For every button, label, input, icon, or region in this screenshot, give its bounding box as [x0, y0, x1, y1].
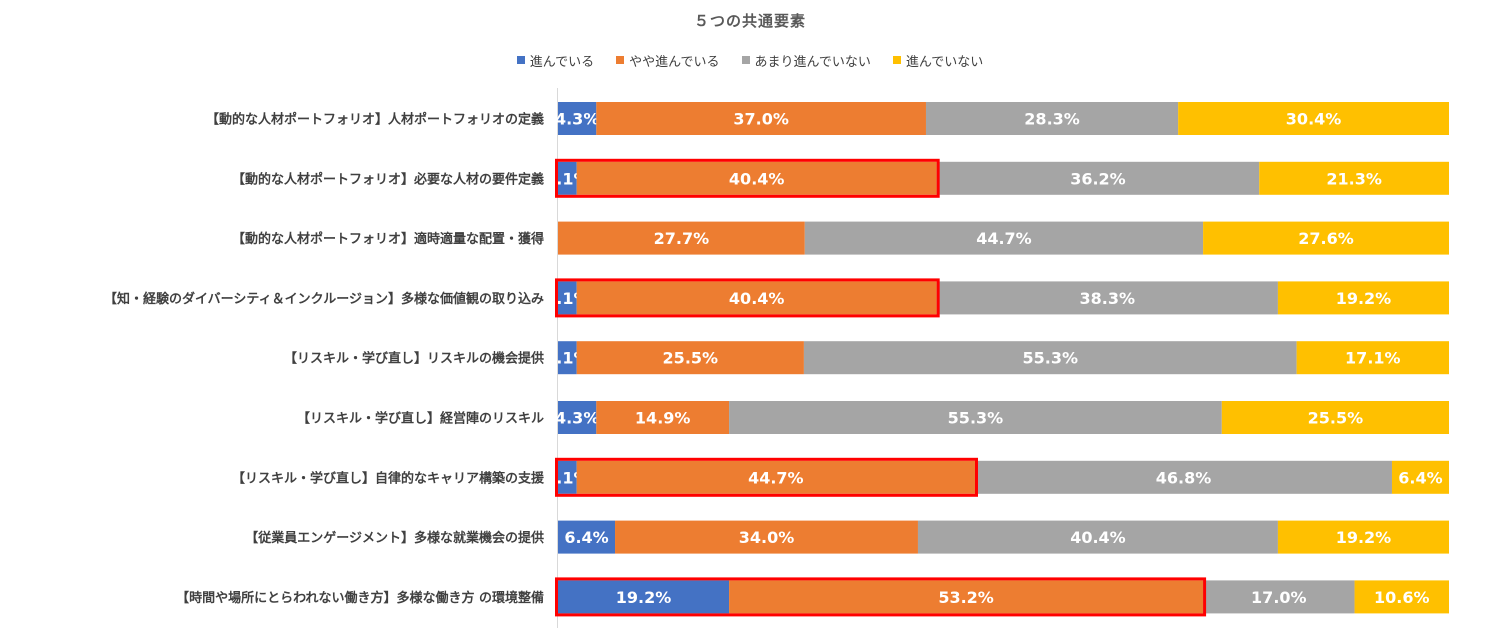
data-label: 37.0% — [733, 110, 789, 129]
bar-segment — [729, 401, 1222, 434]
data-label: 28.3% — [1024, 110, 1080, 129]
data-label: 46.8% — [1156, 468, 1212, 487]
data-label: 55.3% — [1023, 349, 1079, 368]
data-label: 19.2% — [1336, 289, 1392, 308]
bar-segment — [729, 580, 1204, 614]
legend-swatch — [516, 56, 525, 64]
bar-segment — [1391, 460, 1449, 494]
data-label: 55.3% — [948, 409, 1004, 428]
bar-segment — [558, 102, 597, 135]
data-label: 30.4% — [1286, 110, 1342, 129]
bar-segment — [1277, 520, 1449, 554]
bar-segment — [576, 161, 937, 195]
bar-segment — [576, 341, 804, 375]
bar-segment — [925, 102, 1179, 135]
category-label: 【動的な人材ポートフォリオ】適時適量な配置・獲得 — [232, 231, 544, 247]
legend-label: 進んでいない — [905, 54, 984, 70]
legend-label: やや進んでいる — [629, 54, 720, 70]
legend-swatch — [741, 56, 750, 64]
legend-swatch — [892, 56, 901, 64]
legend-item: あまり進んでいない — [741, 50, 871, 70]
data-label: 19.2% — [616, 588, 672, 607]
data-label: 17.1% — [1345, 349, 1401, 368]
data-label: 4.3% — [555, 110, 599, 129]
data-label: 27.6% — [1298, 229, 1354, 248]
data-label: 14.9% — [635, 409, 691, 428]
bar-segment — [936, 161, 1260, 195]
bar-segment — [558, 460, 577, 494]
bar-segment — [558, 580, 730, 614]
highlight-box — [555, 457, 978, 497]
bar-segment — [1354, 580, 1449, 614]
bar-segment — [615, 520, 918, 554]
category-label: 【リスキル・学び直し】経営陣のリスキル — [297, 411, 544, 427]
legend: 進んでいる やや進んでいる あまり進んでいない 進んでいない — [0, 50, 1500, 70]
chart-title: ５つの共通要素 — [693, 12, 806, 30]
data-label: 40.4% — [729, 169, 785, 188]
data-label: 27.7% — [654, 229, 710, 248]
data-label: 6.4% — [564, 528, 608, 547]
bar-segment — [558, 161, 577, 195]
data-label: 4.3% — [555, 409, 599, 428]
bar-segment — [558, 520, 616, 554]
data-label: 25.5% — [1308, 409, 1364, 428]
highlight-box — [555, 577, 1207, 617]
category-label: 【従業員エンゲージメント】多様な就業機会の提供 — [245, 530, 544, 546]
bar-segment — [804, 221, 1204, 255]
data-label: 36.2% — [1070, 169, 1126, 188]
bar-segment — [558, 401, 597, 434]
bar-segment — [1296, 341, 1449, 375]
category-label: 【知・経験のダイバーシティ＆インクルージョン】多様な価値観の取り込み — [104, 291, 544, 307]
highlight-box — [555, 278, 940, 318]
bar-segment — [558, 281, 577, 315]
bar-segment — [1259, 161, 1449, 195]
legend-item: やや進んでいる — [616, 50, 720, 70]
data-label: 21.3% — [1326, 169, 1382, 188]
data-label: 19.2% — [1336, 528, 1392, 547]
category-label: 【リスキル・学び直し】自律的なキャリア構築の支援 — [232, 470, 545, 486]
data-label: 40.4% — [729, 289, 785, 308]
highlight-box — [555, 158, 940, 198]
legend-label: 進んでいる — [529, 54, 595, 70]
legend-swatch — [616, 56, 625, 64]
legend-label: あまり進んでいない — [754, 54, 871, 70]
data-label: 25.5% — [663, 349, 719, 368]
bar-segment — [1277, 281, 1449, 315]
category-label: 【リスキル・学び直し】リスキルの機会提供 — [284, 351, 544, 367]
bar-segment — [803, 341, 1297, 375]
data-label: 53.2% — [938, 588, 994, 607]
category-label: 【時間や場所にとらわれない働き方】多様な働き方 の環境整備 — [176, 590, 544, 606]
data-label: 10.6% — [1374, 588, 1430, 607]
data-label: 38.3% — [1080, 289, 1136, 308]
bar-segment — [576, 281, 937, 315]
legend-item: 進んでいる — [516, 50, 595, 70]
category-label: 【動的な人材ポートフォリオ】人材ポートフォリオの定義 — [206, 112, 544, 128]
bar-segment — [558, 221, 805, 255]
data-label: 44.7% — [748, 468, 804, 487]
bar-segment — [1221, 401, 1449, 434]
data-label: 34.0% — [739, 528, 795, 547]
bar-segment — [1203, 221, 1449, 255]
bar-segment — [1178, 102, 1449, 135]
bar-segment — [936, 281, 1278, 315]
bar-segment — [917, 520, 1278, 554]
category-label: 【動的な人材ポートフォリオ】必要な人材の要件定義 — [232, 171, 544, 187]
bar-segment — [1203, 580, 1355, 614]
data-label: 40.4% — [1070, 528, 1126, 547]
bar-segment — [596, 401, 730, 434]
data-label: 44.7% — [976, 229, 1032, 248]
data-label: 6.4% — [1398, 468, 1442, 487]
bar-segment — [558, 341, 577, 375]
bar-segment — [974, 460, 1392, 494]
bar-segment — [576, 460, 975, 494]
legend-item: 進んでいない — [892, 50, 984, 70]
bar-segment — [596, 102, 926, 135]
data-label: 17.0% — [1251, 588, 1307, 607]
